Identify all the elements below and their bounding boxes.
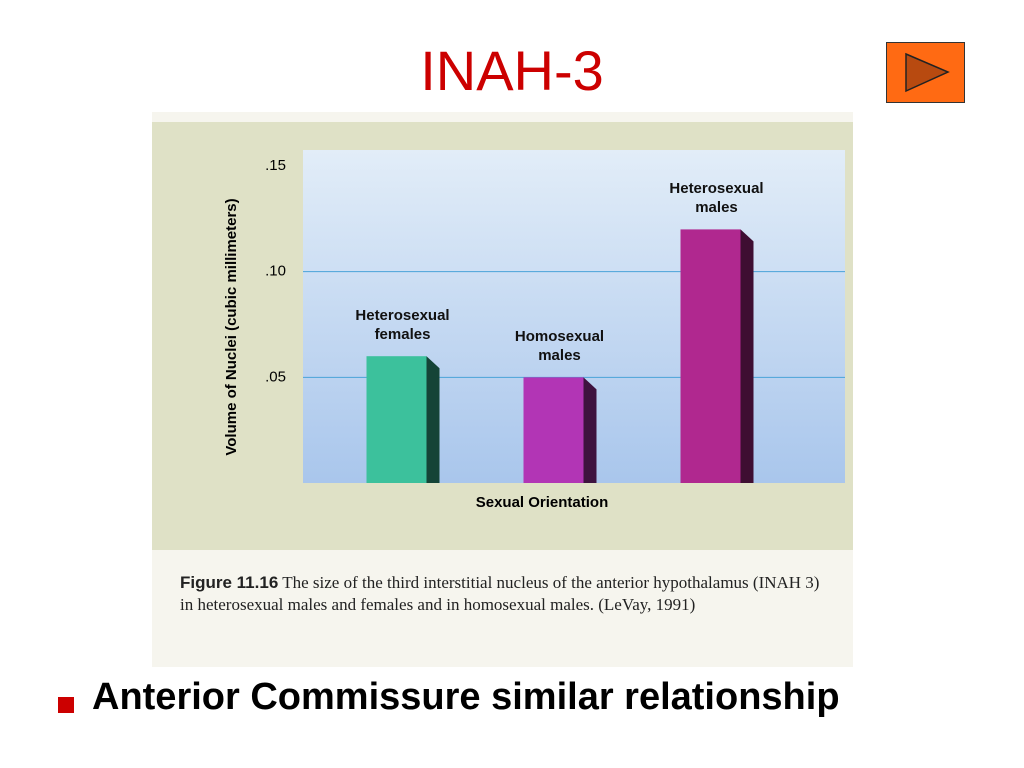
caption-label: Figure 11.16 xyxy=(180,573,279,592)
y-tick-label: .15 xyxy=(265,157,286,174)
y-axis-title: Volume of Nuclei (cubic millimeters) xyxy=(223,198,240,455)
category-label: Heterosexual females xyxy=(355,307,450,344)
chart: Volume of Nuclei (cubic millimeters) Sex… xyxy=(152,122,853,550)
bar xyxy=(680,229,741,483)
bar xyxy=(366,356,427,483)
y-tick-label: .05 xyxy=(265,368,286,385)
caption-text: The size of the third interstitial nucle… xyxy=(180,573,820,614)
bullet-marker xyxy=(58,697,74,713)
bar-side xyxy=(583,377,597,483)
category-label: Homosexual males xyxy=(514,328,605,365)
caption: Figure 11.16 The size of the third inter… xyxy=(180,572,830,616)
bullet-text: Anterior Commissure similar relationship xyxy=(92,676,840,718)
bar-side xyxy=(740,229,754,483)
y-tick-label: .10 xyxy=(265,263,286,280)
figure: Volume of Nuclei (cubic millimeters) Sex… xyxy=(152,112,853,667)
bar xyxy=(523,377,584,483)
bar-side xyxy=(426,356,440,483)
x-axis-title: Sexual Orientation xyxy=(476,494,609,511)
play-button[interactable] xyxy=(886,42,965,103)
category-label: Heterosexual males xyxy=(669,180,764,217)
slide-title: INAH-3 xyxy=(420,39,604,102)
